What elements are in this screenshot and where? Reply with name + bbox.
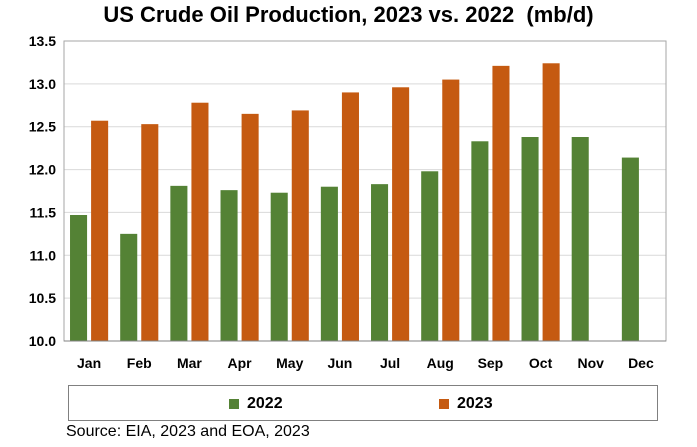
bar-2022-apr bbox=[220, 190, 238, 341]
bar-2023-apr bbox=[241, 113, 259, 341]
bar-2023-feb bbox=[141, 124, 159, 342]
legend-entry-2022: 2022 bbox=[229, 395, 283, 413]
bar-2023-sep bbox=[492, 65, 510, 341]
bar-2022-nov bbox=[571, 137, 589, 341]
x-tick-label: Aug bbox=[427, 355, 454, 371]
legend: 2022 2023 bbox=[68, 385, 658, 421]
legend-swatch-2023 bbox=[439, 399, 449, 409]
x-tick-label: Jan bbox=[77, 355, 101, 371]
legend-swatch-2022 bbox=[229, 399, 239, 409]
bar-2022-jul bbox=[371, 184, 389, 341]
bar-2022-may bbox=[270, 192, 288, 341]
legend-label-2023: 2023 bbox=[457, 395, 493, 412]
axes bbox=[63, 40, 667, 342]
chart-title: US Crude Oil Production, 2023 vs. 2022 (… bbox=[103, 2, 594, 27]
y-tick-label: 13.5 bbox=[29, 33, 56, 49]
bar-2023-jul bbox=[392, 87, 410, 342]
x-tick-label: Jul bbox=[380, 355, 400, 371]
legend-label-2022: 2022 bbox=[247, 395, 283, 412]
x-tick-label: Apr bbox=[228, 355, 253, 371]
y-tick-label: 11.5 bbox=[30, 204, 57, 220]
x-tick-label: Sep bbox=[478, 355, 504, 371]
bar-2023-jun bbox=[341, 92, 359, 341]
gridlines bbox=[64, 40, 666, 342]
bar-2023-may bbox=[291, 110, 309, 341]
bar-2022-feb bbox=[120, 233, 138, 341]
tick-labels: 10.0 10.5 11.0 11.5 12.0 12.5 13.0 13.5 Jan Feb Ma… bbox=[29, 33, 654, 371]
bar-2022-jun bbox=[320, 186, 338, 341]
bar-2022-oct bbox=[521, 137, 539, 341]
x-tick-label: Feb bbox=[127, 355, 152, 371]
bar-2022-aug bbox=[421, 171, 439, 341]
y-tick-label: 10.0 bbox=[29, 333, 56, 349]
bar-2022-sep bbox=[471, 141, 489, 341]
bar-2023-jan bbox=[91, 120, 109, 341]
bars bbox=[70, 63, 639, 342]
y-tick-label: 12.5 bbox=[29, 119, 56, 135]
y-tick-label: 13.0 bbox=[29, 76, 56, 92]
bar-2022-jan bbox=[70, 215, 88, 341]
legend-entry-2023: 2023 bbox=[439, 395, 493, 413]
bar-2023-mar bbox=[191, 102, 209, 341]
x-tick-label: Dec bbox=[628, 355, 654, 371]
bar-2022-mar bbox=[170, 185, 188, 341]
y-tick-label: 11.0 bbox=[30, 247, 57, 263]
x-tick-label: Jun bbox=[327, 355, 352, 371]
x-tick-label: Mar bbox=[177, 355, 202, 371]
bar-2023-aug bbox=[442, 79, 460, 342]
x-tick-label: May bbox=[276, 355, 303, 371]
bar-2022-dec bbox=[621, 157, 639, 341]
y-tick-label: 10.5 bbox=[29, 290, 56, 306]
x-tick-label: Oct bbox=[529, 355, 553, 371]
source-note: Source: EIA, 2023 and EOA, 2023 bbox=[66, 423, 310, 440]
bar-2023-oct bbox=[542, 63, 560, 342]
x-tick-label: Nov bbox=[578, 355, 605, 371]
y-tick-label: 12.0 bbox=[29, 162, 56, 178]
